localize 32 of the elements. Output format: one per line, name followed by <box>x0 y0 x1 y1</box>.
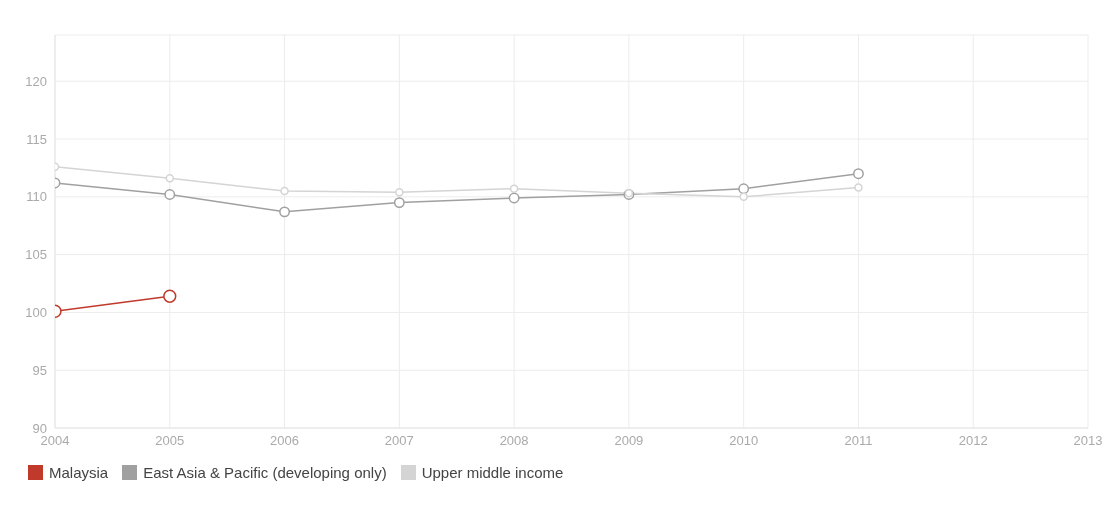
point <box>280 186 289 196</box>
x-tick-label: 2007 <box>384 433 414 449</box>
legend-label: Upper middle income <box>421 464 564 481</box>
point <box>852 168 864 180</box>
y-tick-label: 100 <box>25 305 47 321</box>
x-tick-label: 2004 <box>40 433 70 449</box>
point <box>739 192 748 202</box>
x-tick-label: 2009 <box>614 433 644 449</box>
x-tick-label: 2005 <box>155 433 185 449</box>
y-tick-label: 95 <box>32 362 47 378</box>
point <box>393 197 405 209</box>
point <box>395 187 404 197</box>
y-tick-label: 110 <box>26 189 47 205</box>
point <box>165 174 175 183</box>
point <box>509 184 519 193</box>
x-tick-label: 2013 <box>1073 433 1103 449</box>
legend-label: Malaysia <box>49 464 109 481</box>
point <box>164 189 176 200</box>
y-tick-label: 120 <box>25 73 47 89</box>
x-tick-label: 2010 <box>729 433 759 449</box>
x-tick-label: 2012 <box>958 433 988 449</box>
legend-label: East Asia & Pacific (developing only) <box>143 464 387 481</box>
point <box>854 183 863 192</box>
point <box>738 183 750 195</box>
point <box>508 192 520 204</box>
x-tick-label: 2008 <box>499 433 529 449</box>
y-tick-label: 105 <box>25 247 47 263</box>
y-tick-label: 115 <box>26 131 47 147</box>
x-tick-label: 2006 <box>270 433 300 449</box>
point <box>279 206 291 218</box>
x-tick-label: 2011 <box>844 433 873 449</box>
y-tick-label: 90 <box>32 420 47 436</box>
